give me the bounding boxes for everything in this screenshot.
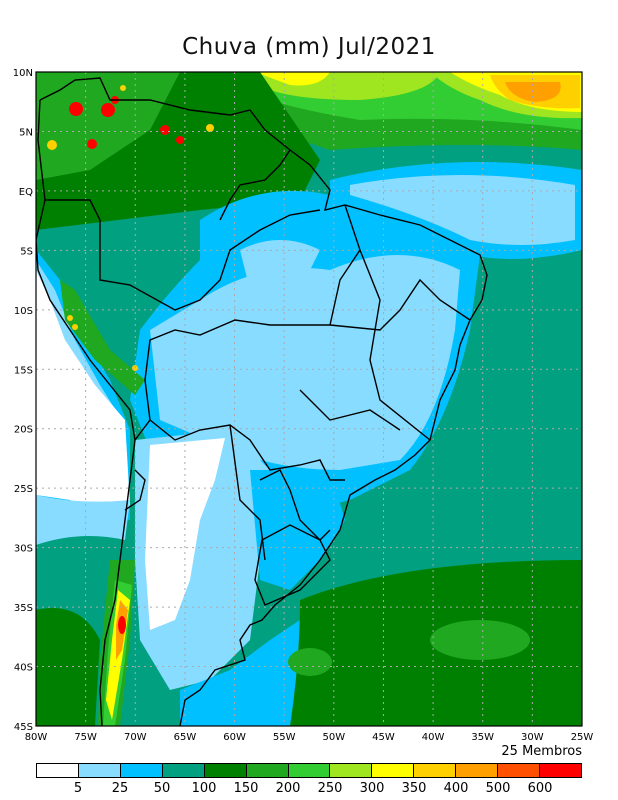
lat-tick-label: 10S xyxy=(14,306,33,317)
colorbar-swatch xyxy=(372,764,415,777)
lat-tick-label: 25S xyxy=(14,484,33,495)
lon-tick-label: 80W xyxy=(25,732,48,743)
colorbar-label: 350 xyxy=(401,781,427,796)
lat-tick-label: 35S xyxy=(14,603,33,614)
lat-tick-label: 40S xyxy=(14,663,33,674)
lon-tick-label: 65W xyxy=(174,732,197,743)
map-title: Chuva (mm) Jul/2021 xyxy=(182,34,436,60)
colorbar-swatch xyxy=(330,764,373,777)
lat-tick-label: 15S xyxy=(14,365,33,376)
colorbar-label: 5 xyxy=(73,781,83,796)
lon-tick-label: 40W xyxy=(422,732,445,743)
lat-tick-label: 5N xyxy=(19,127,33,138)
colorbar-label: 100 xyxy=(191,781,217,796)
colorbar-label: 400 xyxy=(443,781,469,796)
colorbar-swatch xyxy=(162,764,205,777)
colorbar-swatch xyxy=(456,764,499,777)
colorbar-swatch xyxy=(498,764,541,777)
colorbar-label: 600 xyxy=(527,781,553,796)
colorbar-label: 300 xyxy=(359,781,385,796)
colorbar-swatch xyxy=(540,764,581,777)
lat-tick-label: 20S xyxy=(14,425,33,436)
colorbar xyxy=(36,763,582,778)
colorbar-label: 50 xyxy=(153,781,171,796)
colorbar-label: 200 xyxy=(275,781,301,796)
colorbar-swatch xyxy=(246,764,289,777)
colorbar-label: 500 xyxy=(485,781,511,796)
lon-tick-label: 50W xyxy=(323,732,346,743)
colorbar-label: 25 xyxy=(111,781,129,796)
lon-tick-label: 70W xyxy=(124,732,147,743)
longitude-labels: 80W 75W 70W 65W 60W 55W 50W 45W 40W 35W 30W 25W xyxy=(25,732,594,743)
colorbar-swatch xyxy=(288,764,331,777)
lat-tick-label: EQ xyxy=(19,187,33,198)
lon-tick-label: 30W xyxy=(521,732,544,743)
colorbar-swatch xyxy=(37,764,79,777)
colorbar-swatch xyxy=(414,764,457,777)
lat-tick-label: 5S xyxy=(20,246,33,257)
colorbar-swatch xyxy=(120,764,163,777)
lon-tick-label: 45W xyxy=(372,732,395,743)
ensemble-members-label: 25 Membros xyxy=(501,744,582,759)
colorbar-swatch xyxy=(204,764,247,777)
graticule xyxy=(36,72,582,726)
lon-tick-label: 25W xyxy=(571,732,594,743)
coastlines-and-borders xyxy=(36,77,488,726)
lon-tick-label: 35W xyxy=(471,732,494,743)
colorbar-swatch xyxy=(78,764,121,777)
lat-tick-label: 45S xyxy=(14,722,33,733)
lat-tick-label: 10N xyxy=(13,68,33,79)
lon-tick-label: 55W xyxy=(273,732,296,743)
lon-tick-label: 60W xyxy=(223,732,246,743)
lat-tick-label: 30S xyxy=(14,544,33,555)
colorbar-label: 250 xyxy=(317,781,343,796)
latitude-labels: 10N 5N EQ 5S 10S 15S 20S 25S 30S 35S 40S 45S xyxy=(13,68,33,733)
lon-tick-label: 75W xyxy=(74,732,97,743)
colorbar-label: 150 xyxy=(233,781,259,796)
